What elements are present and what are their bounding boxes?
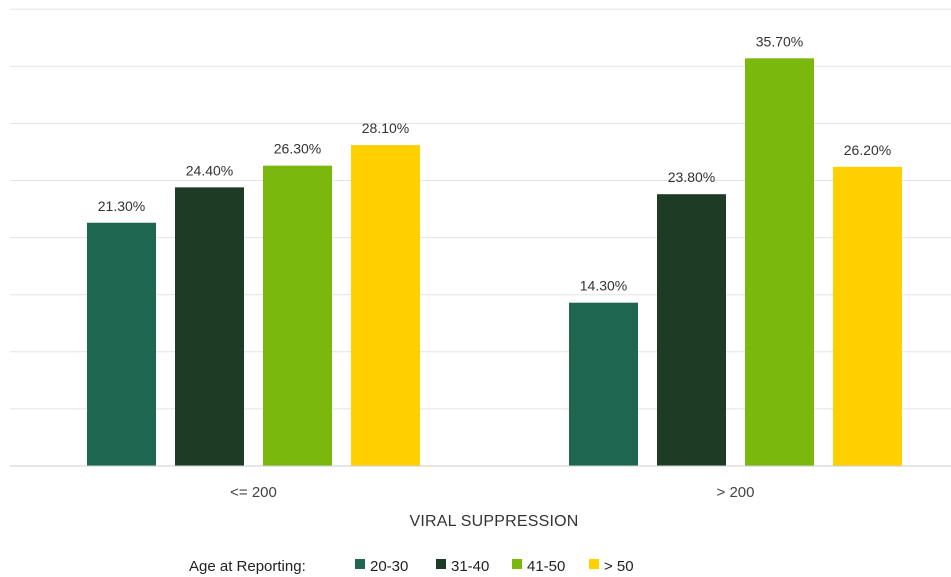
legend-swatch: [589, 559, 599, 569]
data-labels: 21.30% 24.40% 26.30% 28.10% 14.30% 23.80% 35.7…: [98, 33, 891, 293]
legend-entry: 20-30: [370, 558, 408, 575]
bar-3140-cat0: [175, 187, 244, 467]
data-label: 35.70%: [756, 33, 803, 49]
legend-entry: 41-50: [527, 558, 565, 575]
data-label: 23.80%: [668, 169, 715, 185]
legend-entry: > 50: [604, 558, 634, 575]
bar-50-cat0: [351, 145, 420, 466]
x-tick-labels: <= 200 > 200: [230, 484, 754, 501]
bar-2030-cat0: [87, 222, 156, 466]
legend-title: Age at Reporting:: [189, 558, 306, 575]
gridlines: [10, 8, 951, 410]
data-label: 14.30%: [580, 278, 627, 294]
legend-swatch: [512, 559, 522, 569]
x-axis-title: VIRAL SUPPRESSION: [409, 513, 578, 530]
x-tick-label: <= 200: [230, 484, 277, 501]
x-tick-label: > 200: [717, 484, 755, 501]
legend-swatch: [355, 559, 365, 569]
bar-50-cat1: [833, 166, 902, 466]
legend: Age at Reporting: 20-30 31-40 41-50 > 50: [189, 558, 634, 575]
data-label: 26.20%: [844, 142, 891, 158]
bar-4150-cat1: [745, 58, 814, 466]
bar-3140-cat1: [657, 194, 726, 467]
data-label: 28.10%: [362, 120, 409, 136]
bar-4150-cat0: [263, 165, 332, 467]
data-label: 21.30%: [98, 198, 145, 214]
data-label: 26.30%: [274, 141, 321, 157]
data-label: 24.40%: [186, 162, 233, 178]
bar-2030-cat1: [569, 302, 638, 466]
legend-swatch: [436, 559, 446, 569]
bars: [87, 58, 902, 467]
legend-entry: 31-40: [451, 558, 489, 575]
